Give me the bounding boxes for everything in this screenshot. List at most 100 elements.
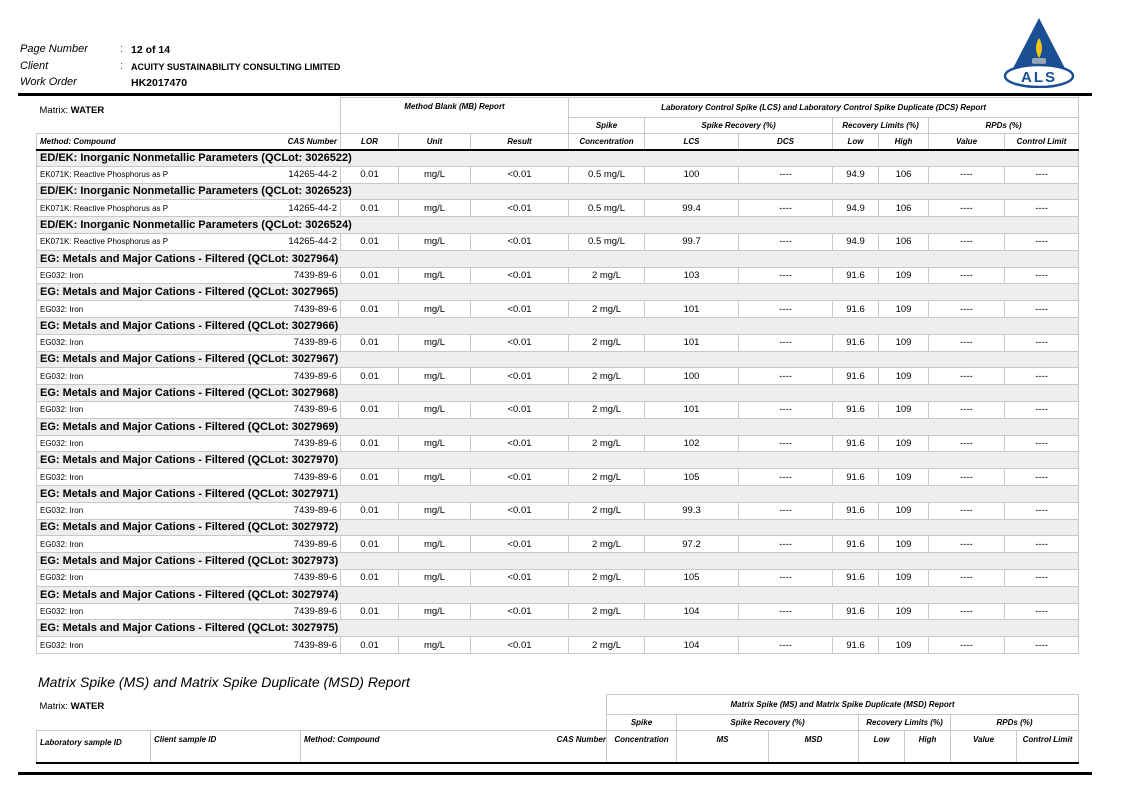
recovery-high: 109 <box>878 568 929 587</box>
rpd-value: ---- <box>928 232 1005 251</box>
lor: 0.01 <box>340 232 399 251</box>
page-number-label: Page Number <box>20 43 88 55</box>
ms-spike-recovery-header: Spike Recovery (%) <box>676 714 859 731</box>
result: <0.01 <box>470 602 569 621</box>
lcs-value: 102 <box>644 434 739 453</box>
dcs-value: ---- <box>738 300 833 318</box>
rpd-value: ---- <box>928 501 1005 520</box>
als-logo: ALS <box>1003 18 1075 88</box>
client-label: Client <box>20 60 49 72</box>
result: <0.01 <box>470 165 569 184</box>
spike-concentration: 0.5 mg/L <box>568 165 645 184</box>
spike-concentration: 2 mg/L <box>568 434 645 453</box>
qc-lot-title: EG: Metals and Major Cations - Filtered … <box>35 417 1080 436</box>
unit: mg/L <box>398 266 471 285</box>
recovery-low: 91.6 <box>832 434 879 453</box>
table-row: EG032: Iron 7439-89-6 0.01 mg/L <0.01 2 mg/L 1… <box>36 602 1080 621</box>
cas-number: 14265-44-2 <box>274 199 341 218</box>
dcs-value: ---- <box>738 400 833 419</box>
column-header: Concentration <box>568 133 645 151</box>
column-header: Unit <box>398 133 471 151</box>
result: <0.01 <box>470 468 569 486</box>
qc-lot-group-row: EG: Metals and Major Cations - Filtered … <box>35 451 1080 470</box>
lcs-report-header: Laboratory Control Spike (LCS) and Labor… <box>567 97 1080 118</box>
cas-number: 7439-89-6 <box>274 501 341 520</box>
rpd-control-limit: ---- <box>1003 468 1080 486</box>
dcs-value: ---- <box>738 468 833 486</box>
unit: mg/L <box>398 602 471 621</box>
qc-lot-title: EG: Metals and Major Cations - Filtered … <box>35 585 1080 604</box>
rpd-control-limit: ---- <box>1003 501 1080 520</box>
unit: mg/L <box>398 501 471 520</box>
qc-lot-group-row: EG: Metals and Major Cations - Filtered … <box>35 585 1080 604</box>
spike-concentration: 0.5 mg/L <box>568 232 645 251</box>
qc-lot-group-row: EG: Metals and Major Cations - Filtered … <box>35 350 1080 369</box>
rpd-value: ---- <box>928 636 1005 654</box>
unit: mg/L <box>398 199 471 218</box>
column-header: Value <box>950 730 1017 764</box>
result: <0.01 <box>470 199 569 218</box>
recovery-high: 109 <box>878 501 929 520</box>
lcs-value: 104 <box>644 636 739 654</box>
recovery-low: 94.9 <box>832 232 879 251</box>
rpd-value: ---- <box>928 568 1005 587</box>
qc-lot-group-row: EG: Metals and Major Cations - Filtered … <box>35 484 1080 503</box>
qc-lot-title: EG: Metals and Major Cations - Filtered … <box>35 619 1080 638</box>
qc-lot-title: EG: Metals and Major Cations - Filtered … <box>35 316 1080 335</box>
recovery-high: 106 <box>878 199 929 218</box>
dcs-value: ---- <box>738 602 833 621</box>
lor: 0.01 <box>340 568 399 587</box>
rpd-control-limit: ---- <box>1003 602 1080 621</box>
compound: EK071K: Reactive Phosphorus as P <box>36 199 275 218</box>
table-row: EG032: Iron 7439-89-6 0.01 mg/L <0.01 2 mg/L 9… <box>36 501 1080 520</box>
client-name: ACUITY SUSTAINABILITY CONSULTING LIMITED <box>131 62 341 72</box>
recovery-low: 91.6 <box>832 266 879 285</box>
dcs-value: ---- <box>738 165 833 184</box>
lor: 0.01 <box>340 400 399 419</box>
column-header: Client sample ID <box>150 730 301 764</box>
unit: mg/L <box>398 636 471 654</box>
lcs-value: 105 <box>644 568 739 587</box>
compound: EG032: Iron <box>36 266 275 285</box>
qc-lot-title: EG: Metals and Major Cations - Filtered … <box>35 350 1080 369</box>
table-row: EG032: Iron 7439-89-6 0.01 mg/L <0.01 2 mg/L 1… <box>36 333 1080 352</box>
recovery-low: 91.6 <box>832 300 879 318</box>
qc-lot-title: ED/EK: Inorganic Nonmetallic Parameters … <box>35 149 1080 167</box>
lcs-value: 100 <box>644 165 739 184</box>
qc-lot-title: ED/EK: Inorganic Nonmetallic Parameters … <box>35 182 1080 201</box>
table-row: EG032: Iron 7439-89-6 0.01 mg/L <0.01 2 mg/L 1… <box>36 266 1080 285</box>
compound: EG032: Iron <box>36 367 275 386</box>
rpd-value: ---- <box>928 602 1005 621</box>
header-rule <box>18 93 1092 96</box>
result: <0.01 <box>470 400 569 419</box>
qc-lot-group-row: EG: Metals and Major Cations - Filtered … <box>35 619 1080 638</box>
recovery-high: 109 <box>878 300 929 318</box>
unit: mg/L <box>398 434 471 453</box>
compound: EG032: Iron <box>36 333 275 352</box>
column-header: CAS Number <box>274 133 341 151</box>
dcs-value: ---- <box>738 568 833 587</box>
compound: EG032: Iron <box>36 400 275 419</box>
qc-lot-title: EG: Metals and Major Cations - Filtered … <box>35 283 1080 302</box>
result: <0.01 <box>470 568 569 587</box>
cas-number: 7439-89-6 <box>274 468 341 486</box>
spike-concentration: 2 mg/L <box>568 300 645 318</box>
column-header: CAS Number <box>546 730 607 764</box>
unit: mg/L <box>398 165 471 184</box>
ms-rpds-header: RPDs (%) <box>949 714 1080 731</box>
unit: mg/L <box>398 232 471 251</box>
page-number: 12 of 14 <box>131 44 171 56</box>
column-header: Control Limit <box>1015 730 1080 764</box>
result: <0.01 <box>470 434 569 453</box>
qc-lot-title: EG: Metals and Major Cations - Filtered … <box>35 384 1080 402</box>
compound: EG032: Iron <box>36 434 275 453</box>
column-header: Result <box>470 133 569 151</box>
compound: EG032: Iron <box>36 300 275 318</box>
qc-lot-title: ED/EK: Inorganic Nonmetallic Parameters … <box>35 216 1080 234</box>
column-header: Laboratory sample ID <box>36 730 151 764</box>
lcs-report-table: Matrix: WATER Method Blank (MB) Report L… <box>35 97 1080 654</box>
lor: 0.01 <box>340 468 399 486</box>
lcs-value: 101 <box>644 333 739 352</box>
recovery-low: 91.6 <box>832 468 879 486</box>
recovery-high: 109 <box>878 535 929 554</box>
